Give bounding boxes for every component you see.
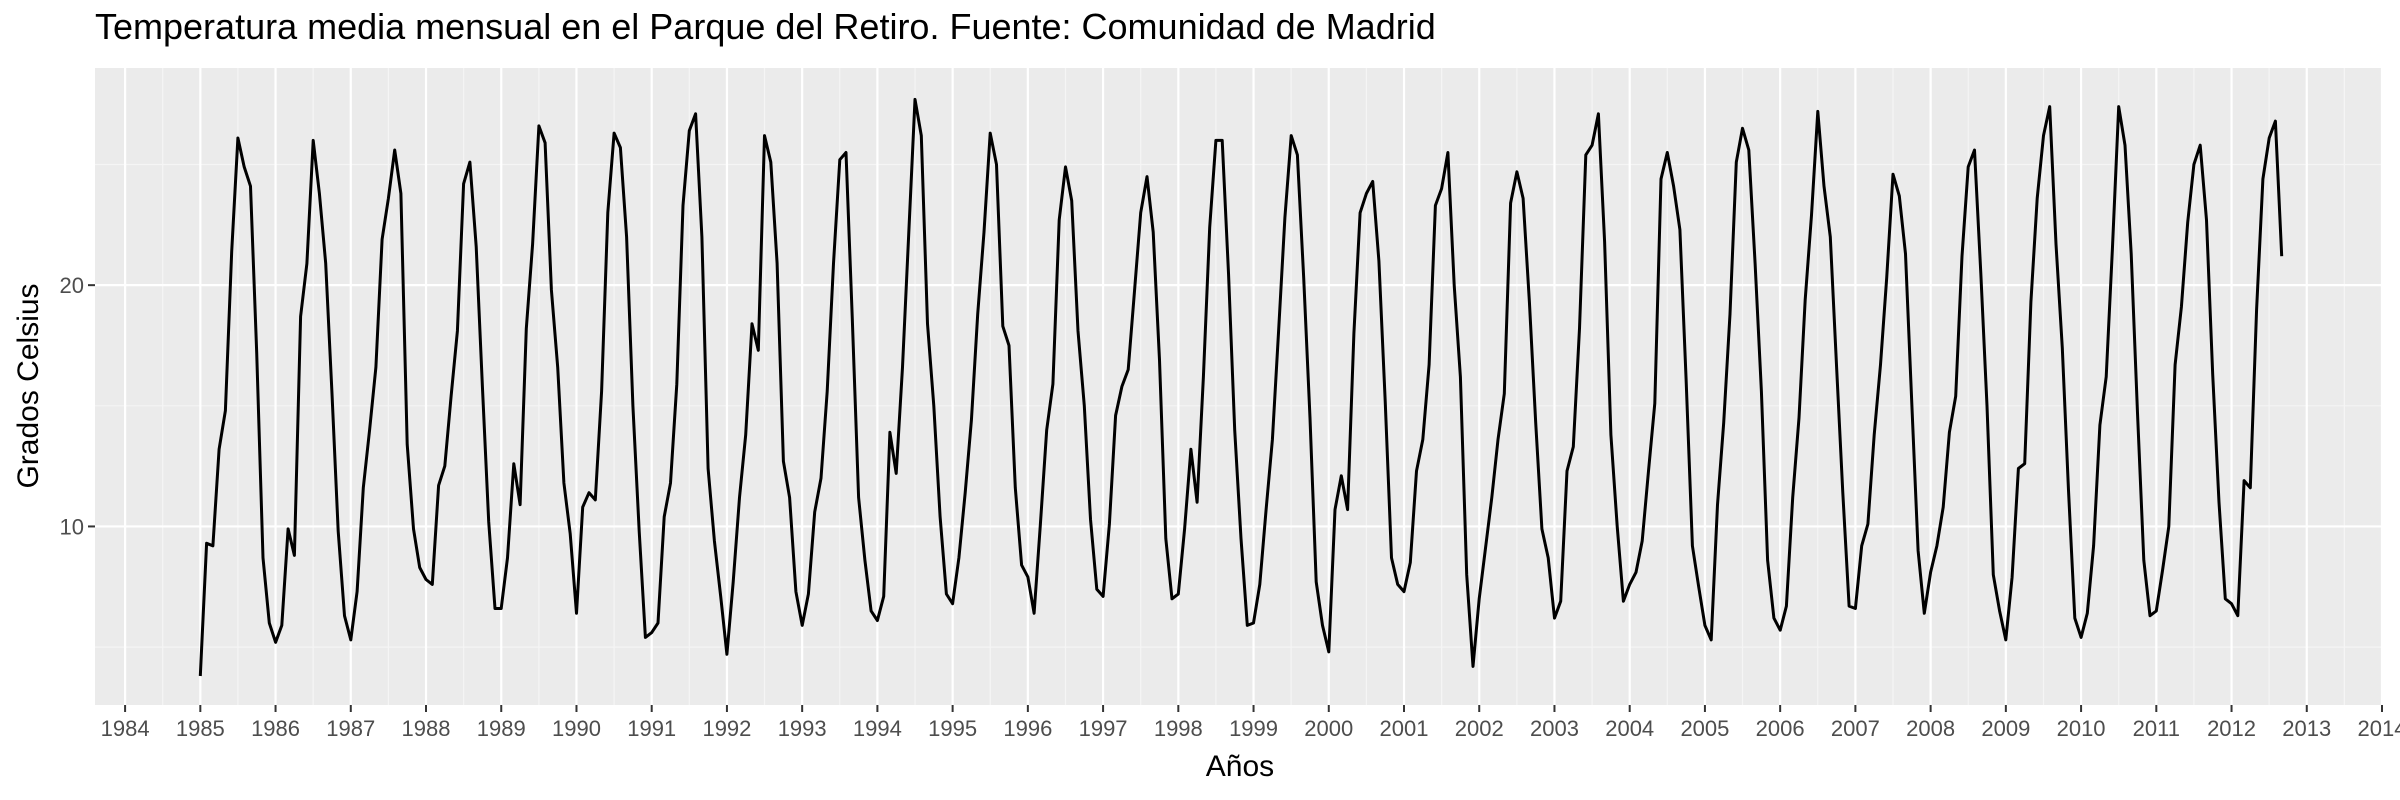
x-tick-label: 1993 <box>778 716 827 741</box>
x-tick-label: 2001 <box>1380 716 1429 741</box>
x-tick-label: 2012 <box>2207 716 2256 741</box>
x-tick-label: 1986 <box>251 716 300 741</box>
y-axis-ticks: 10 20 <box>60 273 95 539</box>
x-tick-label: 1984 <box>101 716 150 741</box>
x-tick-label: 2014 <box>2358 716 2400 741</box>
x-tick-label: 2004 <box>1605 716 1654 741</box>
x-tick-label: 2000 <box>1304 716 1353 741</box>
x-tick-label: 1991 <box>627 716 676 741</box>
x-tick-label: 2002 <box>1455 716 1504 741</box>
x-tick-label: 1985 <box>176 716 225 741</box>
major-gridlines <box>95 68 2384 705</box>
x-tick-label: 1989 <box>477 716 526 741</box>
x-tick-label: 1987 <box>326 716 375 741</box>
x-tick-label: 2006 <box>1756 716 1805 741</box>
x-tick-label: 1997 <box>1079 716 1128 741</box>
x-axis-ticks: 1984 1985 1986 1987 1988 1989 1990 1991 1992 1993… <box>101 705 2400 741</box>
x-tick-label: 2008 <box>1906 716 1955 741</box>
x-tick-label: 1998 <box>1154 716 1203 741</box>
x-tick-label: 1990 <box>552 716 601 741</box>
x-tick-label: 2009 <box>1981 716 2030 741</box>
x-tick-label: 1988 <box>402 716 451 741</box>
x-tick-label: 2011 <box>2133 716 2180 741</box>
y-tick-label: 10 <box>60 514 84 539</box>
x-tick-label: 1992 <box>702 716 751 741</box>
x-tick-label: 2007 <box>1831 716 1880 741</box>
chart-title: Temperatura media mensual en el Parque d… <box>95 6 1436 47</box>
x-tick-label: 1996 <box>1003 716 1052 741</box>
x-tick-label: 2005 <box>1680 716 1729 741</box>
x-tick-label: 1999 <box>1229 716 1278 741</box>
x-tick-label: 2003 <box>1530 716 1579 741</box>
x-tick-label: 1994 <box>853 716 902 741</box>
temperature-series-line <box>198 97 2284 677</box>
y-axis-title: Grados Celsius <box>12 283 45 488</box>
x-tick-label: 1995 <box>928 716 977 741</box>
x-axis-title: Años <box>1206 750 1274 783</box>
plot-panel <box>95 68 2382 705</box>
x-tick-label: 2010 <box>2057 716 2106 741</box>
y-tick-label: 20 <box>60 273 84 298</box>
x-tick-label: 2013 <box>2282 716 2331 741</box>
